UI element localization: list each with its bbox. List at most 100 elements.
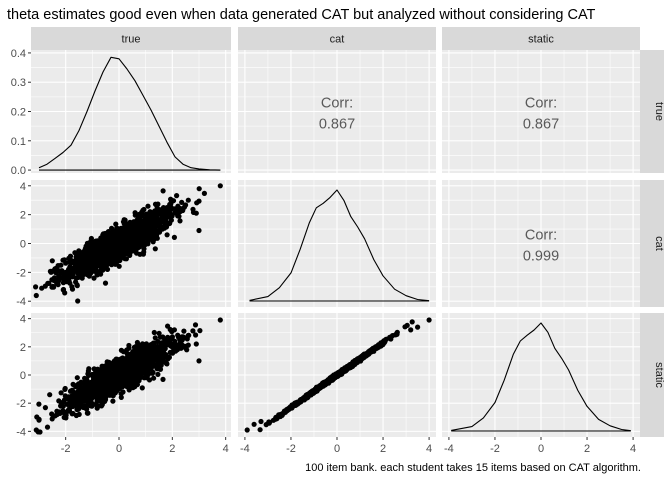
column-strip-true: true: [31, 27, 231, 50]
scatter-point: [131, 219, 137, 225]
scatter-point: [152, 344, 158, 350]
scatter-point: [347, 364, 353, 370]
scatter-point: [159, 342, 165, 348]
scatter-point: [111, 233, 117, 239]
scatter-point: [64, 279, 70, 285]
scatter-point-outlier: [251, 421, 257, 427]
scatter-point: [117, 254, 123, 260]
scatter-point: [164, 232, 170, 238]
scatter-point: [73, 275, 79, 281]
scatter-point: [159, 226, 165, 232]
panel-r2-c1: [238, 313, 436, 437]
scatter-point: [136, 376, 142, 382]
scatter-point: [177, 341, 183, 347]
scatter-point: [141, 206, 147, 213]
scatter-point: [62, 271, 68, 277]
scatter-point-outlier: [33, 292, 39, 299]
scatter-point: [99, 402, 105, 408]
scatter-point-outlier: [193, 341, 199, 347]
scatter-point: [183, 202, 189, 208]
scatter-point: [167, 340, 173, 346]
scatter-point: [387, 334, 394, 340]
scatter-point: [79, 275, 85, 281]
scatter-point: [107, 383, 113, 389]
scatter-point: [116, 377, 122, 383]
scatter-point: [144, 211, 150, 217]
scatter-point: [355, 356, 361, 362]
scatter-point-outlier: [244, 427, 250, 433]
scatter-point: [100, 231, 106, 237]
scatter-point: [121, 383, 127, 389]
density-curve-cat: [249, 189, 430, 302]
density-curve-true: [38, 56, 221, 171]
scatter-point: [113, 221, 119, 227]
scatter-point: [133, 239, 139, 245]
scatter-point: [154, 206, 160, 212]
scatter-point: [192, 322, 199, 328]
scatter-point: [179, 199, 185, 205]
scatter-point: [91, 275, 97, 281]
scatter-point: [88, 238, 94, 244]
scatter-point: [115, 242, 121, 248]
corr-value: 0.999: [523, 249, 559, 265]
scatter-point-outlier: [183, 345, 189, 351]
scatter-point: [121, 217, 127, 223]
column-strip-label: cat: [330, 34, 345, 46]
density-curve-static: [451, 322, 631, 432]
scatter-point: [82, 246, 88, 252]
x-tick-label: -2: [286, 443, 296, 455]
scatter-point: [97, 245, 103, 251]
scatter-point: [144, 343, 150, 349]
x-tick-label: -2: [61, 443, 71, 455]
scatter-point: [137, 218, 143, 224]
scatter-point: [155, 220, 162, 226]
column-strip-bg: [442, 27, 640, 50]
scatter-point: [371, 347, 377, 353]
scatter-point: [117, 247, 123, 253]
scatter-point: [89, 264, 95, 270]
scatter-point: [125, 378, 131, 384]
scatter-point: [57, 410, 63, 416]
y-tick-label: 2: [20, 342, 26, 354]
scatter-point: [152, 246, 158, 252]
scatter-point-outlier: [217, 183, 223, 189]
scatter-point: [74, 375, 80, 381]
x-tick-label: -4: [240, 443, 250, 455]
scatter-point: [78, 397, 84, 403]
x-tick-label: 2: [169, 443, 175, 455]
row-strip-label: true: [653, 102, 665, 121]
scatter-point: [69, 387, 75, 393]
row-strip-bg: [640, 50, 664, 173]
scatter-point: [129, 354, 135, 360]
scatter-point: [120, 226, 126, 232]
scatter-point: [88, 381, 94, 387]
scatter-point: [196, 186, 202, 192]
scatter-point: [106, 361, 113, 367]
scatter-point: [151, 375, 157, 381]
scatter-point: [102, 280, 109, 286]
scatter-point: [64, 395, 71, 401]
scatter-point: [94, 405, 100, 411]
scatter-point: [179, 337, 185, 343]
scatter-point: [86, 366, 92, 372]
y-tick-label: -2: [16, 398, 26, 410]
scatter-point: [160, 376, 166, 382]
scatter-point: [146, 377, 153, 383]
panel-r2-c0: [31, 313, 231, 437]
scatter-point: [74, 282, 80, 288]
x-tick-label: 0: [538, 443, 544, 455]
scatter-point: [146, 366, 152, 372]
corr-value: 0.867: [523, 117, 559, 133]
corr-label: Corr:: [525, 96, 557, 112]
pairs-plot-panels: true cat statictruecatstaticCorr:0.867Corr…: [11, 27, 665, 455]
scatter-point: [172, 338, 178, 344]
scatter-point: [140, 366, 146, 372]
scatter-point: [116, 385, 122, 392]
scatter-point: [118, 394, 124, 400]
y-tick-label: 2: [20, 210, 26, 222]
scatter-point: [160, 188, 166, 194]
scatter-point: [106, 242, 112, 249]
scatter-point: [141, 246, 147, 252]
y-tick-label: 0.1: [11, 136, 26, 148]
